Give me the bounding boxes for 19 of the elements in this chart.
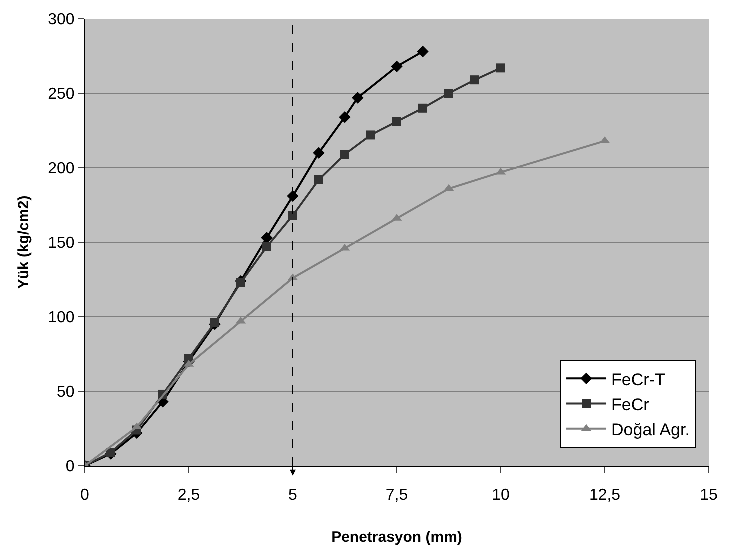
x-tick-label: 2,5 (178, 487, 200, 504)
x-tick-label: 10 (492, 487, 510, 504)
y-tick-label: 150 (48, 235, 75, 252)
legend-label: FeCr (612, 395, 650, 414)
legend-label: Doğal Agr. (612, 420, 690, 440)
x-tick-label: 15 (700, 487, 718, 504)
y-tick-label: 50 (57, 384, 75, 402)
y-tick-label: 0 (66, 458, 75, 476)
y-tick-label: 250 (48, 86, 75, 104)
x-axis-title: Penetrasyon (mm) (332, 529, 462, 546)
x-tick-label: 5 (288, 487, 298, 504)
x-tick-label: 0 (80, 487, 90, 504)
y-axis-title: Yük (kg/cm2) (15, 196, 32, 290)
y-tick-label: 300 (48, 12, 75, 29)
y-tick-label: 100 (48, 310, 75, 327)
y-tick-label: 200 (48, 160, 75, 178)
x-tick-label: 12,5 (589, 487, 621, 504)
x-tick-label: 7,5 (386, 487, 408, 504)
legend-label: FeCr-T (612, 370, 666, 390)
